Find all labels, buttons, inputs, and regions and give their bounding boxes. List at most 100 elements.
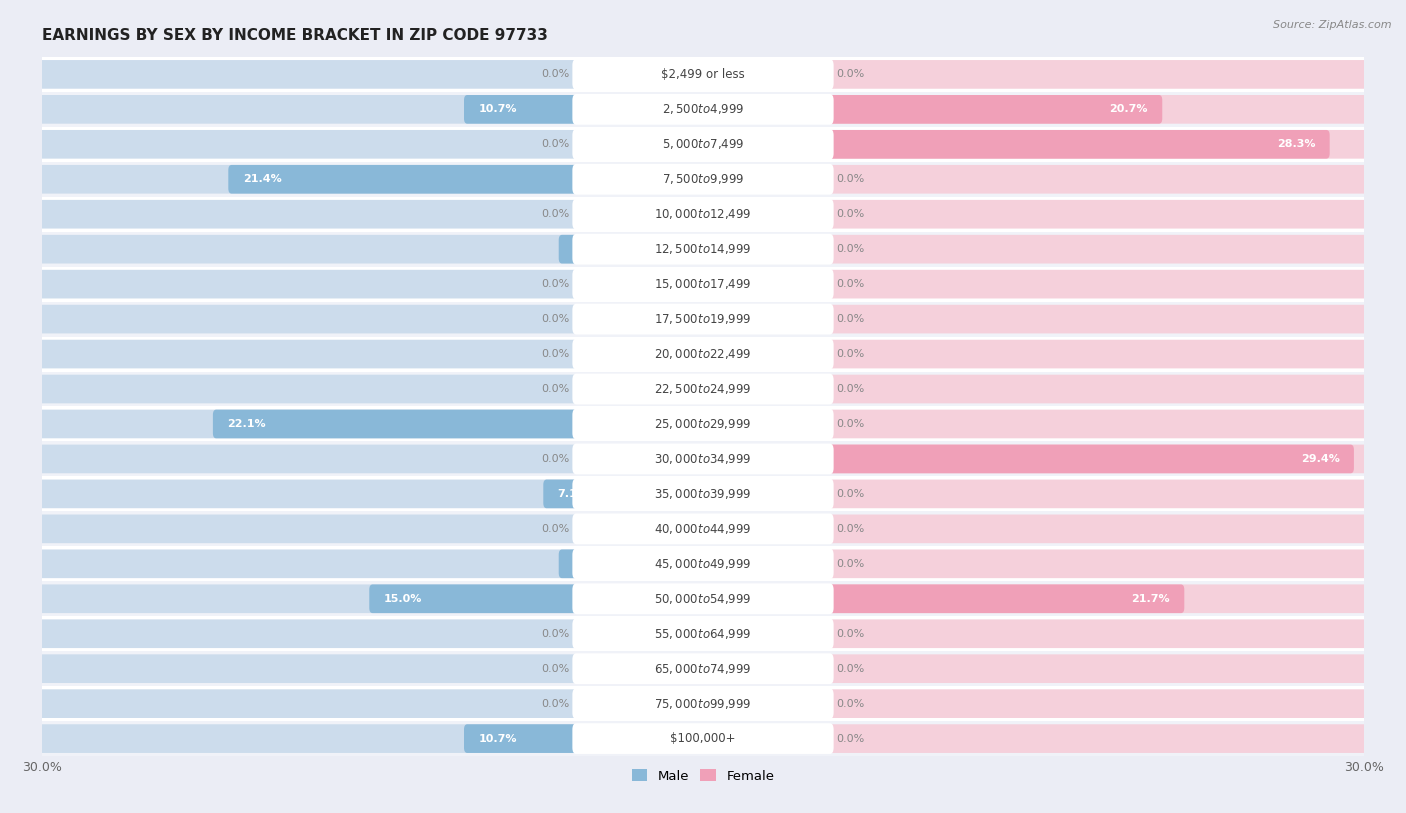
FancyBboxPatch shape [39, 130, 579, 159]
Text: $12,500 to $14,999: $12,500 to $14,999 [654, 242, 752, 256]
FancyBboxPatch shape [827, 235, 1367, 263]
Legend: Male, Female: Male, Female [626, 764, 780, 788]
Text: $17,500 to $19,999: $17,500 to $19,999 [654, 312, 752, 326]
FancyBboxPatch shape [572, 584, 834, 614]
FancyBboxPatch shape [39, 620, 579, 648]
Text: 0.0%: 0.0% [837, 209, 865, 220]
FancyBboxPatch shape [39, 480, 579, 508]
FancyBboxPatch shape [572, 304, 834, 334]
FancyBboxPatch shape [464, 95, 579, 124]
Text: 10.7%: 10.7% [478, 104, 517, 115]
Text: 0.0%: 0.0% [837, 69, 865, 80]
FancyBboxPatch shape [827, 724, 1367, 753]
Text: 0.0%: 0.0% [837, 628, 865, 639]
Text: 0.0%: 0.0% [541, 698, 569, 709]
Bar [42, 267, 1364, 302]
Bar [42, 337, 1364, 372]
Bar [42, 372, 1364, 406]
Bar [42, 616, 1364, 651]
Text: 0.0%: 0.0% [541, 209, 569, 220]
FancyBboxPatch shape [39, 410, 579, 438]
FancyBboxPatch shape [39, 515, 579, 543]
Text: 0.0%: 0.0% [837, 314, 865, 324]
Text: 0.0%: 0.0% [837, 279, 865, 289]
FancyBboxPatch shape [827, 550, 1367, 578]
Bar [42, 581, 1364, 616]
Text: $50,000 to $54,999: $50,000 to $54,999 [654, 592, 752, 606]
Text: 0.0%: 0.0% [837, 733, 865, 744]
Text: 22.1%: 22.1% [228, 419, 266, 429]
Bar [42, 197, 1364, 232]
FancyBboxPatch shape [827, 445, 1367, 473]
FancyBboxPatch shape [39, 654, 579, 683]
Bar [42, 476, 1364, 511]
Text: $7,500 to $9,999: $7,500 to $9,999 [662, 172, 744, 186]
FancyBboxPatch shape [572, 269, 834, 299]
FancyBboxPatch shape [827, 200, 1367, 228]
Text: $22,500 to $24,999: $22,500 to $24,999 [654, 382, 752, 396]
FancyBboxPatch shape [572, 619, 834, 649]
Bar [42, 406, 1364, 441]
FancyBboxPatch shape [827, 305, 1367, 333]
Bar [42, 721, 1364, 756]
Text: 0.0%: 0.0% [837, 559, 865, 569]
Text: $10,000 to $12,499: $10,000 to $12,499 [654, 207, 752, 221]
Text: 21.4%: 21.4% [243, 174, 281, 185]
Text: 0.0%: 0.0% [837, 489, 865, 499]
FancyBboxPatch shape [827, 60, 1367, 89]
Bar [42, 302, 1364, 337]
Text: 6.4%: 6.4% [574, 244, 605, 254]
FancyBboxPatch shape [572, 514, 834, 544]
FancyBboxPatch shape [39, 585, 579, 613]
Text: 20.7%: 20.7% [1109, 104, 1147, 115]
FancyBboxPatch shape [572, 199, 834, 229]
FancyBboxPatch shape [827, 165, 1367, 193]
FancyBboxPatch shape [572, 689, 834, 719]
Text: $30,000 to $34,999: $30,000 to $34,999 [654, 452, 752, 466]
Text: $25,000 to $29,999: $25,000 to $29,999 [654, 417, 752, 431]
Text: 0.0%: 0.0% [837, 349, 865, 359]
FancyBboxPatch shape [572, 374, 834, 404]
Bar [42, 162, 1364, 197]
FancyBboxPatch shape [39, 200, 579, 228]
FancyBboxPatch shape [572, 129, 834, 159]
Text: $45,000 to $49,999: $45,000 to $49,999 [654, 557, 752, 571]
FancyBboxPatch shape [39, 305, 579, 333]
Text: $100,000+: $100,000+ [671, 733, 735, 745]
Bar [42, 57, 1364, 92]
Bar [42, 232, 1364, 267]
Bar [42, 92, 1364, 127]
FancyBboxPatch shape [39, 689, 579, 718]
Text: 0.0%: 0.0% [837, 663, 865, 674]
Text: 28.3%: 28.3% [1277, 139, 1316, 150]
FancyBboxPatch shape [827, 585, 1184, 613]
FancyBboxPatch shape [827, 620, 1367, 648]
Bar [42, 546, 1364, 581]
FancyBboxPatch shape [39, 95, 579, 124]
FancyBboxPatch shape [827, 95, 1163, 124]
FancyBboxPatch shape [827, 410, 1367, 438]
FancyBboxPatch shape [827, 130, 1367, 159]
Text: $65,000 to $74,999: $65,000 to $74,999 [654, 662, 752, 676]
FancyBboxPatch shape [827, 95, 1367, 124]
Text: $75,000 to $99,999: $75,000 to $99,999 [654, 697, 752, 711]
Text: 0.0%: 0.0% [541, 454, 569, 464]
Text: Source: ZipAtlas.com: Source: ZipAtlas.com [1274, 20, 1392, 30]
Text: 0.0%: 0.0% [541, 279, 569, 289]
Text: 0.0%: 0.0% [837, 419, 865, 429]
Text: 0.0%: 0.0% [837, 384, 865, 394]
FancyBboxPatch shape [39, 60, 579, 89]
Text: 0.0%: 0.0% [541, 314, 569, 324]
Text: 29.4%: 29.4% [1301, 454, 1340, 464]
Text: 7.1%: 7.1% [558, 489, 589, 499]
Text: 0.0%: 0.0% [541, 349, 569, 359]
FancyBboxPatch shape [39, 375, 579, 403]
FancyBboxPatch shape [827, 654, 1367, 683]
Text: 6.4%: 6.4% [574, 559, 605, 569]
Text: 10.7%: 10.7% [478, 733, 517, 744]
Text: 0.0%: 0.0% [541, 139, 569, 150]
FancyBboxPatch shape [572, 339, 834, 369]
FancyBboxPatch shape [827, 480, 1367, 508]
Text: 0.0%: 0.0% [837, 174, 865, 185]
FancyBboxPatch shape [39, 340, 579, 368]
